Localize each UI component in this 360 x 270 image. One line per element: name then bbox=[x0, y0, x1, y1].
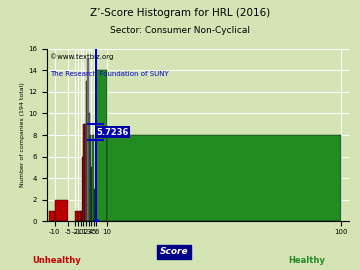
Text: Z’-Score Histogram for HRL (2016): Z’-Score Histogram for HRL (2016) bbox=[90, 8, 270, 18]
Bar bbox=[87, 59, 89, 221]
Bar bbox=[89, 113, 90, 221]
Bar bbox=[107, 135, 341, 221]
Bar bbox=[78, 211, 81, 221]
Y-axis label: Number of companies (194 total): Number of companies (194 total) bbox=[20, 83, 25, 187]
Bar bbox=[90, 135, 91, 221]
Bar bbox=[82, 157, 83, 221]
Bar bbox=[76, 211, 78, 221]
Bar bbox=[55, 200, 68, 221]
Text: Score: Score bbox=[159, 247, 188, 256]
Text: Sector: Consumer Non-Cyclical: Sector: Consumer Non-Cyclical bbox=[110, 26, 250, 35]
Bar bbox=[86, 81, 87, 221]
Bar bbox=[93, 135, 94, 221]
Bar bbox=[49, 211, 55, 221]
Bar bbox=[96, 70, 107, 221]
Text: The Research Foundation of SUNY: The Research Foundation of SUNY bbox=[50, 71, 168, 77]
Bar bbox=[81, 211, 82, 221]
Bar bbox=[85, 124, 86, 221]
Bar bbox=[83, 124, 85, 221]
Text: 5.7236: 5.7236 bbox=[96, 128, 129, 137]
Text: Healthy: Healthy bbox=[288, 256, 325, 265]
Bar bbox=[94, 189, 95, 221]
Text: Unhealthy: Unhealthy bbox=[32, 256, 81, 265]
Text: ©www.textbiz.org: ©www.textbiz.org bbox=[50, 54, 113, 60]
Bar bbox=[91, 167, 93, 221]
Bar bbox=[95, 189, 96, 221]
